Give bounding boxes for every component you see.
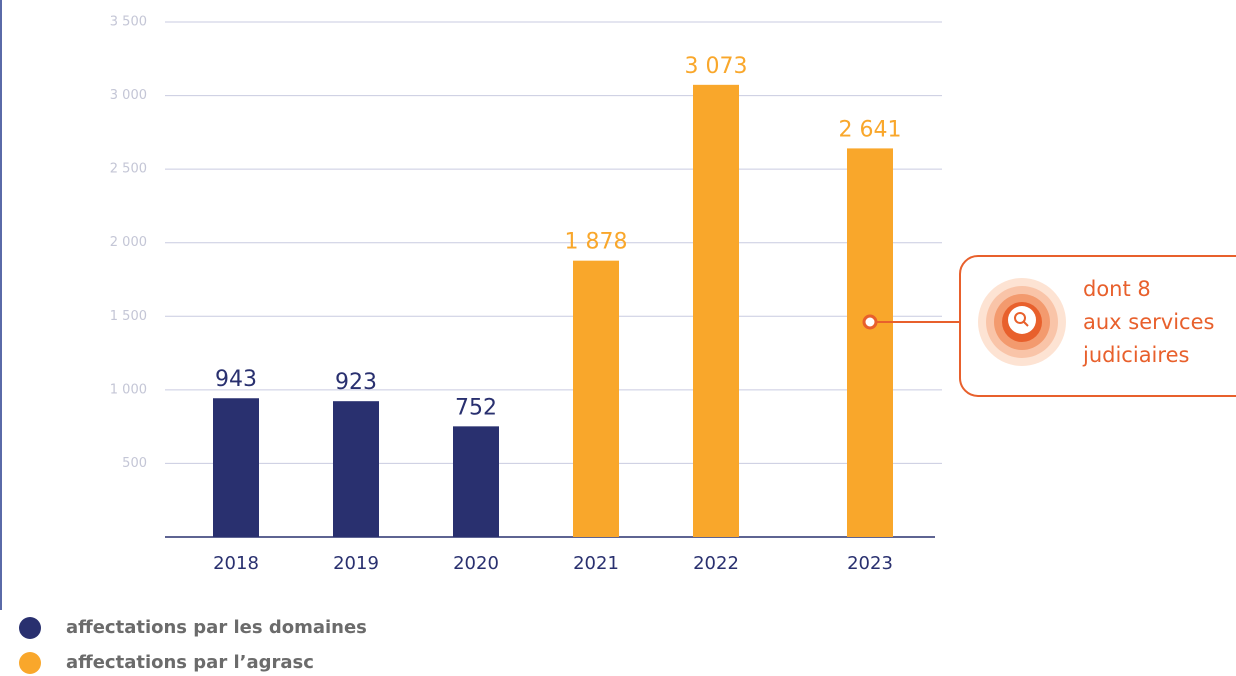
x-tick-label: 2020	[453, 553, 499, 574]
x-tick-label: 2019	[333, 553, 379, 574]
legend-swatch	[19, 652, 41, 674]
value-label: 1 878	[565, 230, 628, 255]
bar	[453, 426, 499, 537]
y-tick-label: 2 500	[110, 162, 147, 177]
value-label: 752	[455, 395, 497, 420]
y-tick-label: 2 000	[110, 235, 147, 250]
callout-text: dont 8	[1083, 277, 1151, 301]
x-tick-label: 2023	[847, 553, 893, 574]
y-tick-label: 1 500	[110, 309, 147, 324]
value-label: 2 641	[839, 117, 902, 142]
callout-text: judiciaires	[1082, 343, 1189, 367]
callout-icon-handle	[1023, 321, 1029, 327]
value-label: 943	[215, 367, 257, 392]
legend-swatch	[19, 617, 41, 639]
bar	[847, 148, 893, 537]
callout-icon-glass	[1014, 312, 1026, 324]
x-tick-label: 2021	[573, 553, 619, 574]
x-tick-label: 2018	[213, 553, 259, 574]
value-label: 3 073	[685, 54, 748, 79]
bar	[213, 398, 259, 537]
legend-label: affectations par les domaines	[66, 617, 367, 638]
y-tick-label: 3 000	[110, 88, 147, 103]
callout-point	[862, 314, 878, 330]
y-tick-label: 1 000	[110, 382, 147, 397]
x-tick-label: 2022	[693, 553, 739, 574]
legend-label: affectations par l’agrasc	[66, 652, 314, 673]
callout-icon	[1008, 306, 1036, 334]
y-tick-label: 3 500	[110, 15, 147, 30]
bar	[333, 401, 379, 537]
bar	[573, 260, 619, 537]
callout-text: aux services	[1083, 310, 1214, 334]
y-tick-label: 500	[122, 456, 147, 471]
bar	[693, 84, 739, 537]
value-label: 923	[335, 370, 377, 395]
